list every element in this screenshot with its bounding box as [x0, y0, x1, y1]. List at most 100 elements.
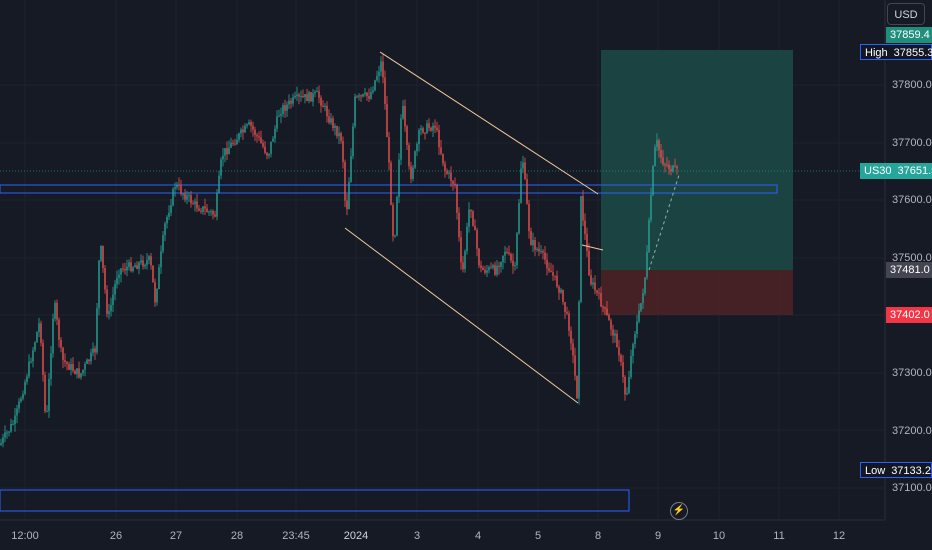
high-price-tag[interactable]: High 37855.3 — [860, 44, 932, 60]
stop-price-tag[interactable]: 37402.0 — [886, 307, 932, 323]
projection-dashed-line[interactable] — [648, 174, 680, 271]
loss-zone[interactable] — [601, 270, 793, 315]
candle-body — [180, 185, 182, 194]
candle-body — [400, 118, 402, 160]
target-price-value: 37859.4 — [890, 29, 930, 41]
candle-body — [458, 212, 460, 238]
candle-body — [184, 193, 186, 200]
candle-body — [306, 94, 308, 102]
demand-zone-box[interactable] — [0, 489, 630, 512]
candlestick-series — [0, 54, 678, 448]
low-price-tag[interactable]: Low 37133.2 — [860, 462, 932, 478]
candle-body — [98, 260, 100, 309]
candle-body — [320, 97, 322, 106]
candle-body — [188, 195, 190, 197]
candle-body — [74, 370, 76, 375]
support-zone-box[interactable] — [0, 184, 778, 194]
candle-body — [42, 342, 44, 375]
candle-body — [582, 196, 584, 221]
candle-body — [114, 284, 116, 295]
candle-body — [314, 91, 316, 94]
candle-body — [116, 277, 118, 285]
candle-body — [568, 313, 570, 331]
candle-body — [408, 145, 410, 167]
candle-body — [574, 355, 576, 376]
current-price-value: 37651.5 — [897, 165, 932, 177]
candle-body — [322, 105, 324, 108]
time-axis-label: 28 — [230, 530, 244, 542]
candle-body — [230, 142, 232, 148]
candle-body — [308, 92, 310, 102]
candle-body — [328, 116, 330, 123]
candle-body — [334, 125, 336, 128]
current-price-tag[interactable]: US30 37651.5 — [860, 163, 932, 179]
channel-upper-line[interactable] — [379, 51, 599, 195]
candle-body — [258, 136, 260, 138]
candle-body — [628, 377, 630, 394]
time-axis-label: 27 — [169, 530, 183, 542]
candle-body — [294, 95, 296, 98]
candle-body — [198, 208, 200, 211]
candle-body — [90, 352, 92, 362]
candle-body — [290, 100, 292, 104]
candle-body — [242, 129, 244, 133]
candle-body — [220, 159, 222, 176]
candle-body — [344, 162, 346, 201]
currency-button[interactable]: USD — [887, 3, 925, 25]
time-axis-label: 9 — [654, 530, 662, 542]
candle-body — [194, 201, 196, 205]
candle-body — [382, 61, 384, 78]
candle-body — [226, 148, 228, 155]
candle-body — [22, 394, 24, 399]
candle-body — [34, 342, 36, 351]
candle-body — [156, 289, 158, 303]
candle-body — [600, 293, 602, 307]
candle-body — [490, 267, 492, 269]
pullback-line[interactable] — [581, 244, 604, 251]
target-price-tag[interactable]: 37859.4 — [886, 27, 932, 43]
candle-body — [422, 128, 424, 133]
entry-price-tag[interactable]: 37481.0 — [886, 262, 932, 278]
candle-body — [162, 235, 164, 252]
candle-body — [266, 152, 268, 156]
low-label: Low — [865, 465, 886, 477]
candle-body — [508, 252, 510, 255]
candle-body — [610, 320, 612, 330]
candle-body — [272, 138, 274, 142]
candle-body — [36, 332, 38, 343]
candle-body — [496, 265, 498, 275]
candle-body — [518, 202, 520, 234]
candle-body — [486, 270, 488, 273]
candle-body — [6, 432, 8, 434]
candle-body — [632, 344, 634, 356]
candle-body — [208, 211, 210, 213]
candle-body — [204, 206, 206, 209]
candle-body — [104, 268, 106, 290]
candle-body — [278, 115, 280, 117]
profit-zone[interactable] — [601, 50, 793, 270]
candle-body — [452, 181, 454, 184]
candle-body — [352, 126, 354, 157]
candle-body — [670, 169, 672, 172]
candle-body — [432, 125, 434, 131]
candle-body — [52, 318, 54, 354]
candle-body — [274, 128, 276, 139]
candle-body — [14, 415, 16, 424]
candle-body — [450, 172, 452, 182]
candle-body — [50, 353, 52, 379]
candle-body — [264, 146, 266, 153]
candle-body — [304, 94, 306, 98]
candle-body — [54, 302, 56, 319]
lightning-icon[interactable]: ⚡ — [670, 502, 688, 520]
candle-body — [336, 125, 338, 137]
candle-body — [280, 113, 282, 116]
candle-body — [302, 96, 304, 98]
time-axis-label: 3 — [413, 530, 421, 542]
candle-body — [350, 156, 352, 182]
candle-body — [480, 265, 482, 268]
candle-body — [620, 355, 622, 363]
channel-lower-line[interactable] — [344, 227, 579, 404]
candle-body — [580, 196, 582, 302]
